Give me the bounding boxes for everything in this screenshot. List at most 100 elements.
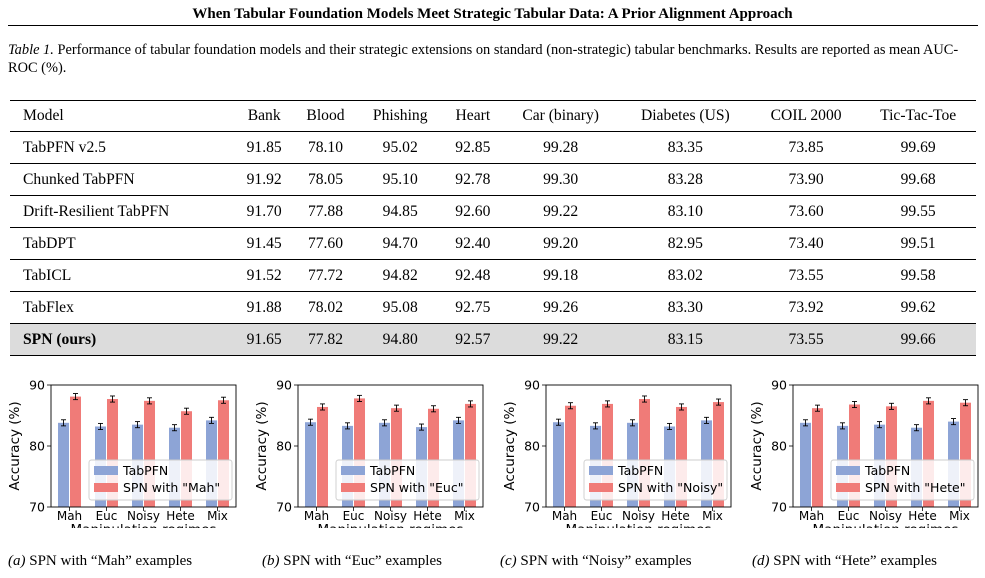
score-cell: 99.20 <box>543 234 579 252</box>
score-cell: 73.92 <box>788 298 824 316</box>
legend-label: TabPFN <box>864 463 910 478</box>
model-name-cell: Chunked TabPFN <box>23 170 135 188</box>
bar <box>800 422 811 507</box>
x-tick-label: Euc <box>96 509 118 523</box>
score-cell: 83.35 <box>667 138 703 156</box>
score-cell: 95.10 <box>382 170 418 188</box>
legend-swatch <box>836 483 860 492</box>
legend-swatch <box>94 466 118 475</box>
x-tick-label: Euc <box>591 509 613 523</box>
score-cell: 92.48 <box>455 266 491 284</box>
subcaption-a: (a) SPN with “Mah” examples <box>8 552 192 570</box>
bar <box>849 404 860 507</box>
score-cell: 94.70 <box>382 234 418 252</box>
score-cell: 73.55 <box>788 266 824 284</box>
bar <box>812 408 823 507</box>
score-cell: 73.90 <box>788 170 824 188</box>
column-header: Blood <box>306 107 345 124</box>
bar-chart-svg: Accuracy (%) 70 80 90 Mah Euc Noisy Hete MixMani… <box>254 378 484 528</box>
bar <box>58 422 69 507</box>
legend-label: SPN with "Mah" <box>123 480 220 495</box>
bar <box>886 406 897 507</box>
chart-panel-d: Accuracy (%) 70 80 90 Mah Euc Noisy Hete MixMani… <box>745 372 985 528</box>
score-cell: 91.52 <box>246 266 282 284</box>
column-header: Tic-Tac-Toe <box>880 107 957 124</box>
bar <box>553 422 564 507</box>
score-cell: 83.02 <box>667 266 703 284</box>
score-cell: 92.85 <box>455 138 491 156</box>
bar <box>70 396 81 507</box>
score-cell: 83.28 <box>667 170 703 188</box>
table-row: SPN (ours) 91.65 77.82 94.80 92.57 99.22 83.15… <box>10 323 976 356</box>
bar <box>107 399 118 507</box>
y-tick-label: 80 <box>276 439 292 454</box>
score-cell: 94.80 <box>382 330 418 348</box>
bar <box>713 402 724 507</box>
score-cell: 99.68 <box>900 170 936 188</box>
subcaption-text: SPN with “Mah” examples <box>29 553 193 569</box>
bar <box>181 411 192 507</box>
bar <box>602 403 613 507</box>
y-tick-label: 90 <box>29 378 45 393</box>
bar <box>428 408 439 507</box>
table-row: Drift-Resilient TabPFN 91.70 77.88 94.85 92.… <box>10 196 976 228</box>
score-cell: 91.88 <box>246 298 282 316</box>
x-axis-label: Manipulation regimes <box>318 522 464 528</box>
y-tick-label: 80 <box>29 439 45 454</box>
y-tick-label: 90 <box>771 378 787 393</box>
x-tick-label: Hete <box>661 509 690 523</box>
score-cell: 83.15 <box>667 330 703 348</box>
score-cell: 92.75 <box>455 298 491 316</box>
bar <box>391 408 402 507</box>
bar-chart-svg: Accuracy (%) 70 80 90 Mah Euc Noisy Hete MixMani… <box>749 378 979 528</box>
y-axis-label: Accuracy (%) <box>749 401 765 490</box>
score-cell: 99.28 <box>543 138 579 156</box>
legend-swatch <box>589 466 613 475</box>
subcaption-text: SPN with “Noisy” examples <box>520 553 692 569</box>
score-cell: 94.85 <box>382 202 418 220</box>
bar <box>354 398 365 507</box>
column-header: Heart <box>455 107 491 124</box>
bar <box>305 422 316 507</box>
model-name-cell: Drift-Resilient TabPFN <box>23 202 170 220</box>
x-tick-label: Noisy <box>127 509 160 523</box>
score-cell: 94.82 <box>382 266 418 284</box>
y-tick-label: 80 <box>524 439 540 454</box>
x-tick-label: Mah <box>799 509 824 523</box>
bar <box>960 402 971 507</box>
running-title: When Tabular Foundation Models Meet Stra… <box>192 6 793 22</box>
subcaption-label: (d) <box>752 553 770 569</box>
score-cell: 99.58 <box>900 266 936 284</box>
y-axis-label: Accuracy (%) <box>7 401 23 490</box>
score-cell: 99.30 <box>543 170 579 188</box>
legend-label: TabPFN <box>617 463 663 478</box>
chart-legend <box>335 459 480 501</box>
header-row: Model Bank Blood Phishing Heart Car (bin… <box>10 100 976 132</box>
legend-swatch <box>341 466 365 475</box>
y-axis-label: Accuracy (%) <box>254 401 270 490</box>
score-cell: 83.10 <box>667 202 703 220</box>
y-tick-label: 70 <box>771 500 787 515</box>
y-tick-label: 70 <box>524 500 540 515</box>
y-tick-label: 90 <box>276 378 292 393</box>
score-cell: 91.65 <box>246 330 282 348</box>
column-header: COIL 2000 <box>770 107 842 124</box>
y-tick-label: 70 <box>29 500 45 515</box>
x-tick-label: Euc <box>343 509 365 523</box>
y-tick-label: 80 <box>771 439 787 454</box>
column-header: Model <box>23 107 64 124</box>
subcaption-label: (c) <box>500 553 517 569</box>
x-tick-label: Mah <box>552 509 577 523</box>
score-cell: 99.22 <box>543 330 579 348</box>
legend-label: SPN with "Noisy" <box>618 480 723 495</box>
score-cell: 77.88 <box>307 202 344 220</box>
y-tick-label: 70 <box>276 500 292 515</box>
bar <box>465 403 476 507</box>
column-header: Diabetes (US) <box>640 107 730 124</box>
title-rule <box>8 25 978 26</box>
subcaption-label: (a) <box>8 553 26 569</box>
score-cell: 92.78 <box>455 170 491 188</box>
x-tick-label: Mah <box>57 509 82 523</box>
score-cell: 95.08 <box>382 298 418 316</box>
score-cell: 78.05 <box>307 170 344 188</box>
